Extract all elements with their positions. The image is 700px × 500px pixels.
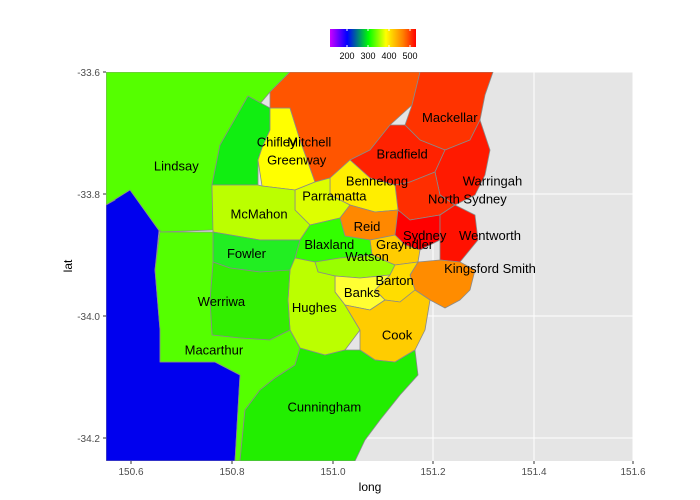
legend-label-300: 300 [360, 51, 375, 61]
label-bradfield: Bradfield [376, 146, 427, 161]
label-cunningham: Cunningham [287, 400, 361, 415]
map-layer: Lindsay Chifley Mitchell Greenway Mackel… [106, 72, 536, 461]
label-cook: Cook [382, 327, 413, 342]
legend-colorbar [330, 29, 416, 47]
x-tick-label-5: 151.6 [620, 467, 645, 478]
x-tick-label-2: 151.0 [320, 467, 345, 478]
label-mackellar: Mackellar [422, 110, 478, 125]
label-lindsay: Lindsay [154, 159, 199, 174]
y-tick-label-3: -34.2 [77, 434, 100, 445]
label-greenway: Greenway [267, 152, 327, 167]
x-tick-label-1: 150.8 [219, 467, 244, 478]
color-legend: 200 300 400 500 [330, 29, 418, 61]
legend-label-200: 200 [339, 51, 354, 61]
label-sydney: Sydney [403, 228, 447, 243]
label-grayndler: Grayndler [376, 237, 434, 252]
legend-label-500: 500 [402, 51, 417, 61]
region-cunningham [239, 347, 419, 461]
label-barton: Barton [375, 273, 413, 288]
plot-panel: Lindsay Chifley Mitchell Greenway Mackel… [106, 71, 634, 461]
y-axis-title: lat [61, 259, 75, 272]
x-axis-title: long [359, 480, 382, 494]
label-north-sydney: North Sydney [428, 192, 507, 207]
label-kingsford-smith: Kingsford Smith [444, 261, 536, 276]
label-fowler: Fowler [227, 246, 267, 261]
x-tick-label-3: 151.2 [420, 467, 445, 478]
y-tick-label-1: -33.8 [77, 190, 100, 201]
label-parramatta: Parramatta [302, 189, 367, 204]
label-hughes: Hughes [292, 300, 337, 315]
y-tick-label-2: -34.0 [77, 312, 100, 323]
label-macarthur: Macarthur [185, 342, 244, 357]
label-reid: Reid [354, 219, 381, 234]
region-wentworth [439, 204, 479, 263]
label-warringah: Warringah [463, 174, 522, 189]
label-bennelong: Bennelong [346, 174, 408, 189]
legend-label-400: 400 [381, 51, 396, 61]
x-tick-label-4: 151.4 [521, 467, 546, 478]
label-wentworth: Wentworth [459, 228, 521, 243]
region-labels: Lindsay Chifley Mitchell Greenway Mackel… [154, 110, 536, 415]
y-tick-label-0: -33.6 [77, 68, 100, 79]
x-axis: 150.6 150.8 151.0 151.2 151.4 151.6 long [118, 461, 646, 494]
y-axis: -33.6 -33.8 -34.0 -34.2 lat [61, 68, 106, 445]
label-watson: Watson [345, 249, 389, 264]
label-banks: Banks [344, 285, 381, 300]
label-werriwa: Werriwa [198, 294, 246, 309]
label-mitchell: Mitchell [287, 134, 331, 149]
label-blaxland: Blaxland [304, 237, 354, 252]
x-tick-label-0: 150.6 [118, 467, 143, 478]
label-mcmahon: McMahon [231, 207, 288, 222]
label-chifley: Chifley [257, 134, 297, 149]
